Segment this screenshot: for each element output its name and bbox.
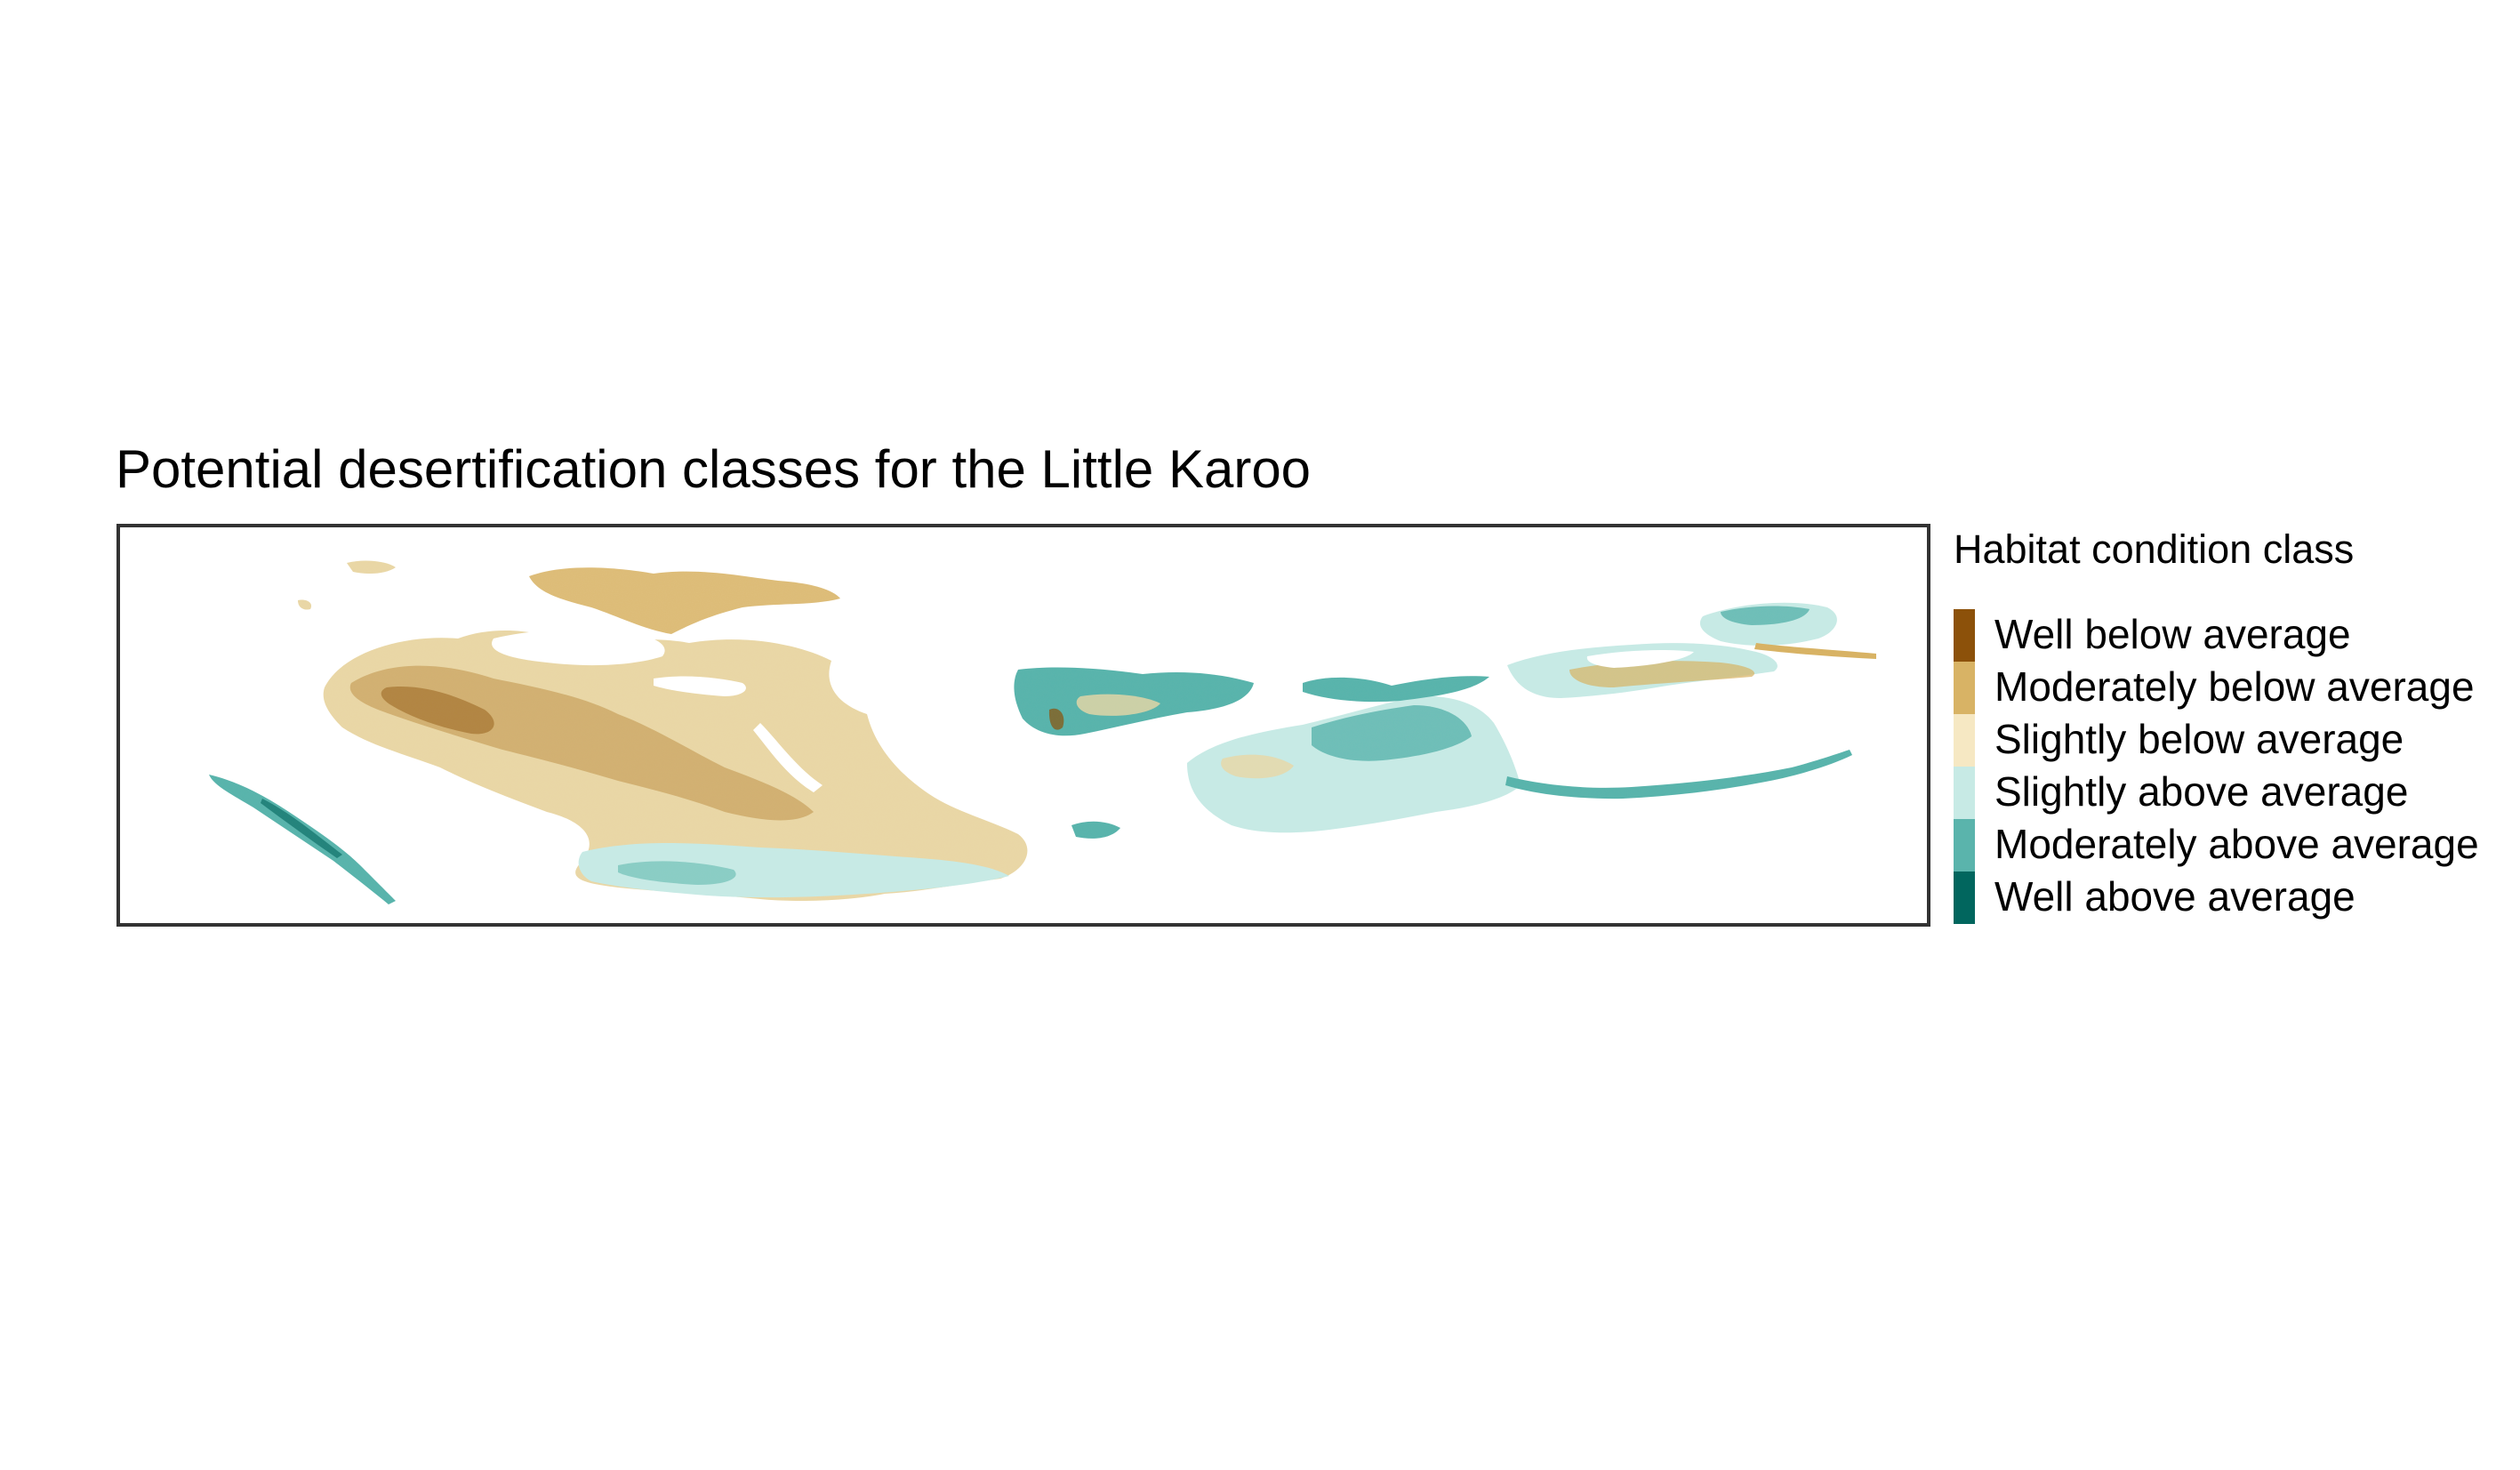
central-beige-patch (1076, 694, 1160, 716)
east-central-beige (1221, 754, 1294, 779)
map-title: Potential desertification classes for th… (116, 439, 1312, 499)
legend-title: Habitat condition class (1954, 526, 2355, 572)
west-tail-strip (209, 775, 396, 904)
desertification-map (209, 560, 1876, 904)
region-west-channel (753, 723, 823, 792)
legend-key-slightly-above (1954, 767, 1975, 819)
region-east-central (1187, 676, 1852, 833)
legend-keys (1954, 609, 1975, 924)
region-west-hole-2 (654, 676, 746, 696)
east-central-teal (1312, 705, 1472, 761)
east-end-teal (1721, 606, 1810, 625)
region-west-small-islet (347, 560, 396, 574)
legend-key-well-above (1954, 872, 1975, 924)
legend-label-well-below: Well below average (1994, 611, 2351, 657)
east-end-brown-strip (1754, 643, 1876, 659)
legend-label-slightly-below: Slightly below average (1994, 716, 2404, 762)
east-strip-hole (1586, 649, 1694, 668)
region-west-north-block (529, 567, 840, 634)
legend-key-moderately-below (1954, 662, 1975, 714)
legend-label-moderately-above: Moderately above average (1994, 821, 2479, 867)
legend-key-well-below (1954, 609, 1975, 662)
central-small-islet (1071, 821, 1120, 839)
region-west-teal-speckle (618, 861, 736, 885)
legend-labels: Well below average Moderately below aver… (1994, 608, 2479, 923)
region-west-small-islet-2 (298, 599, 312, 610)
legend-label-slightly-above: Slightly above average (1994, 768, 2409, 815)
region-west-tail (209, 775, 396, 904)
region-west-dark-patch (381, 687, 494, 735)
east-central-tail (1505, 750, 1852, 799)
region-west (298, 560, 1028, 901)
legend-label-moderately-below: Moderately below average (1994, 663, 2475, 710)
central-brown-patch (1048, 708, 1064, 730)
legend-key-moderately-above (1954, 819, 1975, 872)
west-tail-dark (261, 799, 342, 858)
legend-label-well-above: Well above average (1994, 873, 2355, 920)
map-panel (116, 524, 1930, 927)
region-west-lake-hole (492, 629, 665, 666)
region-central (1014, 667, 1254, 839)
region-east (1507, 602, 1876, 698)
east-central-north-fringe (1303, 676, 1489, 703)
legend-key-slightly-below (1954, 714, 1975, 767)
